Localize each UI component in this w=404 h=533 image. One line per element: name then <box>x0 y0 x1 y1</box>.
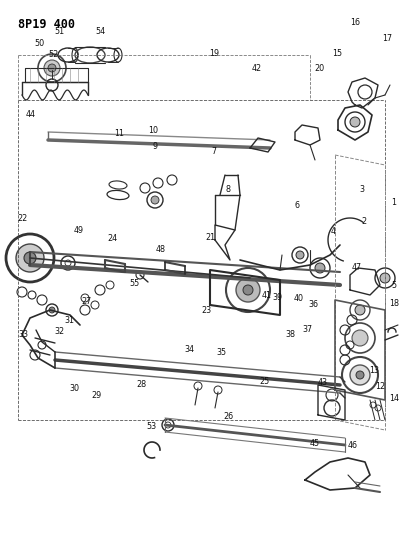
Circle shape <box>350 117 360 127</box>
Text: 48: 48 <box>156 245 166 254</box>
Text: 43: 43 <box>318 378 327 387</box>
Text: 35: 35 <box>216 349 227 357</box>
Text: 8: 8 <box>226 185 231 193</box>
Text: 19: 19 <box>209 49 219 58</box>
Circle shape <box>352 330 368 346</box>
Text: 42: 42 <box>251 64 262 72</box>
Circle shape <box>16 244 44 272</box>
Text: 53: 53 <box>146 422 157 431</box>
Text: 16: 16 <box>350 18 360 27</box>
Circle shape <box>296 251 304 259</box>
Text: 24: 24 <box>107 235 118 243</box>
Circle shape <box>44 60 60 76</box>
Text: 39: 39 <box>273 293 283 302</box>
Text: 38: 38 <box>285 330 295 339</box>
Text: 47: 47 <box>351 263 362 272</box>
Circle shape <box>243 285 253 295</box>
Text: 28: 28 <box>136 381 147 389</box>
Text: 30: 30 <box>70 384 80 392</box>
Text: 51: 51 <box>55 28 65 36</box>
Text: 44: 44 <box>25 110 35 119</box>
Text: 36: 36 <box>308 301 318 309</box>
Text: 29: 29 <box>91 391 101 400</box>
Text: 25: 25 <box>259 377 270 385</box>
Text: 20: 20 <box>314 64 324 72</box>
Text: 49: 49 <box>74 226 84 235</box>
Text: 23: 23 <box>201 306 211 314</box>
Text: 1: 1 <box>391 198 396 207</box>
Text: 11: 11 <box>114 129 124 138</box>
Text: 32: 32 <box>55 327 65 336</box>
Circle shape <box>356 371 364 379</box>
Text: 21: 21 <box>206 233 216 241</box>
Circle shape <box>380 273 390 283</box>
Circle shape <box>355 305 365 315</box>
Text: 18: 18 <box>389 300 399 308</box>
Text: 6: 6 <box>295 201 299 209</box>
Text: 55: 55 <box>129 279 139 288</box>
Text: 37: 37 <box>303 325 313 334</box>
Text: 7: 7 <box>212 148 217 156</box>
Text: 3: 3 <box>359 185 364 193</box>
Circle shape <box>24 252 36 264</box>
Text: 13: 13 <box>369 366 379 375</box>
Circle shape <box>315 263 325 273</box>
Text: 9: 9 <box>153 142 158 151</box>
Text: 45: 45 <box>309 439 320 448</box>
Text: 31: 31 <box>65 317 74 325</box>
Text: 26: 26 <box>223 413 234 421</box>
Text: 14: 14 <box>389 394 399 403</box>
Text: 2: 2 <box>361 217 366 225</box>
Text: 15: 15 <box>332 49 343 58</box>
Circle shape <box>236 278 260 302</box>
Circle shape <box>48 64 56 72</box>
Text: 41: 41 <box>262 292 271 300</box>
Text: 12: 12 <box>375 382 386 391</box>
Text: 27: 27 <box>82 297 92 305</box>
Text: 40: 40 <box>293 294 303 303</box>
Text: 22: 22 <box>17 214 27 223</box>
Text: 52: 52 <box>48 50 59 59</box>
Circle shape <box>350 365 370 385</box>
Text: 50: 50 <box>34 39 45 48</box>
Text: 33: 33 <box>19 330 28 339</box>
Text: 8P19 400: 8P19 400 <box>18 18 75 31</box>
Text: 10: 10 <box>149 126 158 135</box>
Text: 5: 5 <box>391 281 396 289</box>
Circle shape <box>151 196 159 204</box>
Text: 34: 34 <box>184 345 194 353</box>
Text: 54: 54 <box>95 28 105 36</box>
Text: 46: 46 <box>347 441 357 449</box>
Text: 4: 4 <box>331 228 336 236</box>
Text: 17: 17 <box>382 34 392 43</box>
Circle shape <box>49 307 55 313</box>
